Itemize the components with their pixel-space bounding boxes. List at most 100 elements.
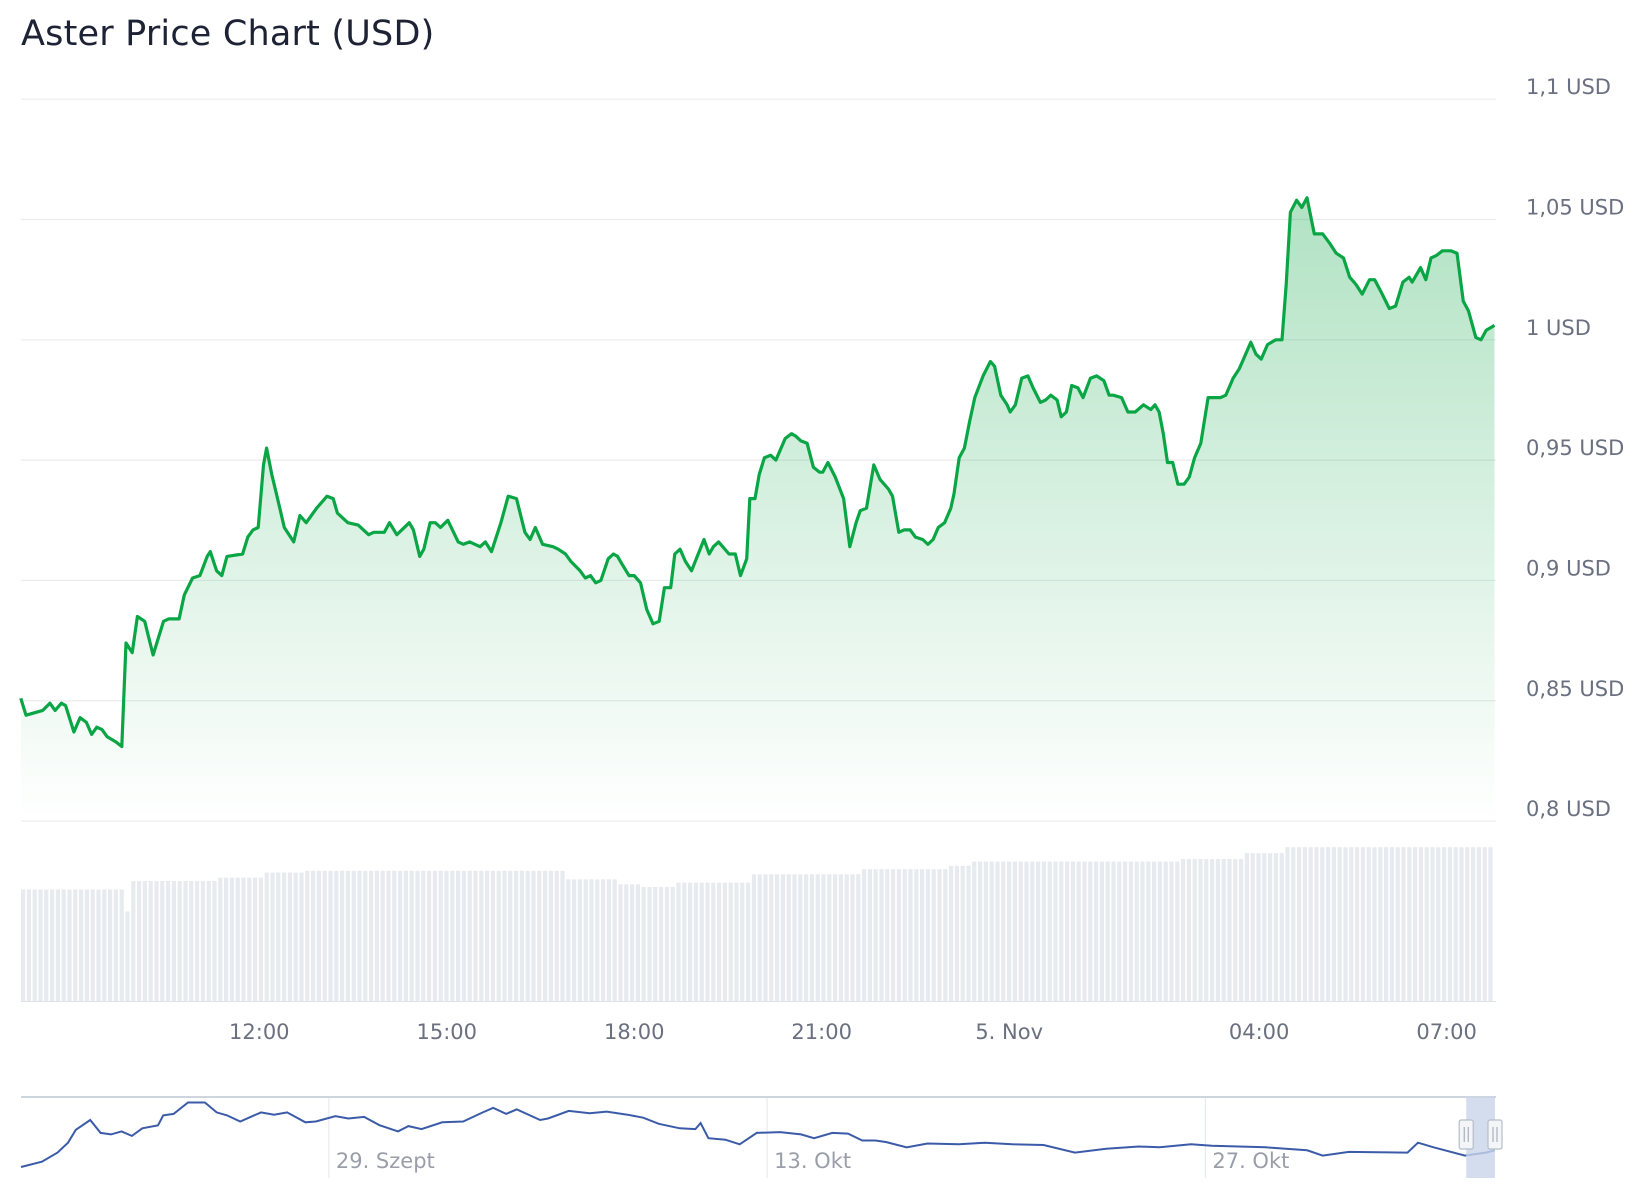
volume-bar bbox=[21, 889, 26, 1001]
volume-bar bbox=[90, 889, 95, 1001]
volume-bar bbox=[125, 911, 130, 1001]
volume-bar bbox=[438, 870, 443, 1001]
volume-bar bbox=[664, 886, 669, 1001]
volume-bar bbox=[345, 870, 350, 1001]
volume-bar bbox=[235, 877, 240, 1001]
volume-bar bbox=[1285, 847, 1290, 1001]
volume-bar bbox=[1366, 847, 1371, 1001]
volume-bar bbox=[450, 870, 455, 1001]
volume-bar bbox=[757, 874, 762, 1001]
navigator-left-handle[interactable] bbox=[1458, 1119, 1474, 1150]
volume-bar bbox=[206, 881, 211, 1001]
volume-bar bbox=[212, 881, 217, 1001]
volume-bar bbox=[699, 882, 704, 1001]
volume-bar bbox=[50, 889, 55, 1001]
volume-bar bbox=[566, 879, 571, 1001]
volume-bar bbox=[682, 882, 687, 1001]
volume-bar bbox=[200, 881, 205, 1001]
volume-bar bbox=[1047, 861, 1052, 1001]
volume-bar bbox=[1018, 861, 1023, 1001]
volume-bar bbox=[444, 870, 449, 1001]
volume-bar bbox=[1082, 861, 1087, 1001]
volume-bar bbox=[1123, 861, 1128, 1001]
volume-bar bbox=[786, 874, 791, 1001]
volume-bar bbox=[601, 879, 606, 1001]
volume-bar bbox=[641, 886, 646, 1001]
volume-bar bbox=[502, 870, 507, 1001]
volume-bar bbox=[1198, 859, 1203, 1001]
handle-box[interactable] bbox=[1458, 1119, 1474, 1150]
volume-bar bbox=[856, 874, 861, 1001]
volume-bar bbox=[282, 872, 287, 1001]
volume-bar bbox=[885, 869, 890, 1001]
volume-bar bbox=[734, 882, 739, 1001]
volume-bar bbox=[293, 872, 298, 1001]
handle-box[interactable] bbox=[1487, 1119, 1503, 1150]
volume-bar bbox=[514, 870, 519, 1001]
volume-bar bbox=[119, 889, 124, 1001]
volume-bar bbox=[624, 884, 629, 1001]
volume-bar bbox=[1291, 847, 1296, 1001]
volume-bar bbox=[1175, 861, 1180, 1001]
volume-bar bbox=[769, 874, 774, 1001]
volume-bar bbox=[461, 870, 466, 1001]
volume-bar bbox=[1041, 861, 1046, 1001]
volume-bar bbox=[32, 889, 37, 1001]
volume-bar bbox=[844, 874, 849, 1001]
volume-bar bbox=[815, 874, 820, 1001]
navigator-date-label: 27. Okt bbox=[1212, 1149, 1289, 1173]
volume-bar bbox=[479, 870, 484, 1001]
volume-bar bbox=[1024, 861, 1029, 1001]
volume-bar bbox=[1001, 861, 1006, 1001]
volume-bar bbox=[960, 865, 965, 1001]
volume-bar bbox=[456, 870, 461, 1001]
volume-bar bbox=[1233, 859, 1238, 1001]
volume-bar bbox=[989, 861, 994, 1001]
volume-bar bbox=[914, 869, 919, 1001]
volume-bar bbox=[44, 889, 49, 1001]
volume-bar bbox=[798, 874, 803, 1001]
volume-bar bbox=[1181, 859, 1186, 1001]
volume-bar bbox=[1210, 859, 1215, 1001]
volume-bar bbox=[1239, 859, 1244, 1001]
volume-bar bbox=[1163, 861, 1168, 1001]
volume-bar bbox=[606, 879, 611, 1001]
volume-bar bbox=[241, 877, 246, 1001]
volume-bar bbox=[1250, 853, 1255, 1001]
y-tick-label: 1,05 USD bbox=[1526, 195, 1624, 219]
volume-bar bbox=[548, 870, 553, 1001]
volume-bar bbox=[1088, 861, 1093, 1001]
navigator-right-handle[interactable] bbox=[1487, 1119, 1503, 1150]
volume-bar bbox=[1094, 861, 1099, 1001]
x-tick-label: 07:00 bbox=[1416, 1020, 1477, 1044]
x-tick-label: 21:00 bbox=[791, 1020, 852, 1044]
x-tick-label: 12:00 bbox=[229, 1020, 290, 1044]
volume-bar bbox=[1447, 847, 1452, 1001]
volume-bar bbox=[1134, 861, 1139, 1001]
navigator[interactable]: 29. Szept 13. Okt 27. Okt bbox=[20, 1096, 1503, 1178]
volume-bar bbox=[1053, 861, 1058, 1001]
volume-bar bbox=[867, 869, 872, 1001]
volume-bar bbox=[972, 861, 977, 1001]
volume-bar bbox=[693, 882, 698, 1001]
volume-bar bbox=[740, 882, 745, 1001]
volume-bar bbox=[183, 881, 188, 1001]
volume-bar bbox=[954, 865, 959, 1001]
volume-bar bbox=[154, 881, 159, 1001]
volume-bar bbox=[688, 882, 693, 1001]
x-tick-label: 18:00 bbox=[604, 1020, 665, 1044]
volume-bar bbox=[1279, 853, 1284, 1001]
volume-bar bbox=[189, 881, 194, 1001]
y-tick-label: 1 USD bbox=[1526, 316, 1591, 340]
volume-bar bbox=[357, 870, 362, 1001]
volume-bar bbox=[1407, 847, 1412, 1001]
volume-bar bbox=[983, 861, 988, 1001]
price-area bbox=[19, 196, 1496, 822]
volume-bar bbox=[131, 881, 136, 1001]
volume-bar bbox=[1349, 847, 1354, 1001]
volume-bar bbox=[809, 874, 814, 1001]
volume-bar bbox=[380, 870, 385, 1001]
volume-bar bbox=[137, 881, 142, 1001]
volume-bar bbox=[264, 872, 269, 1001]
volume-bar bbox=[1256, 853, 1261, 1001]
